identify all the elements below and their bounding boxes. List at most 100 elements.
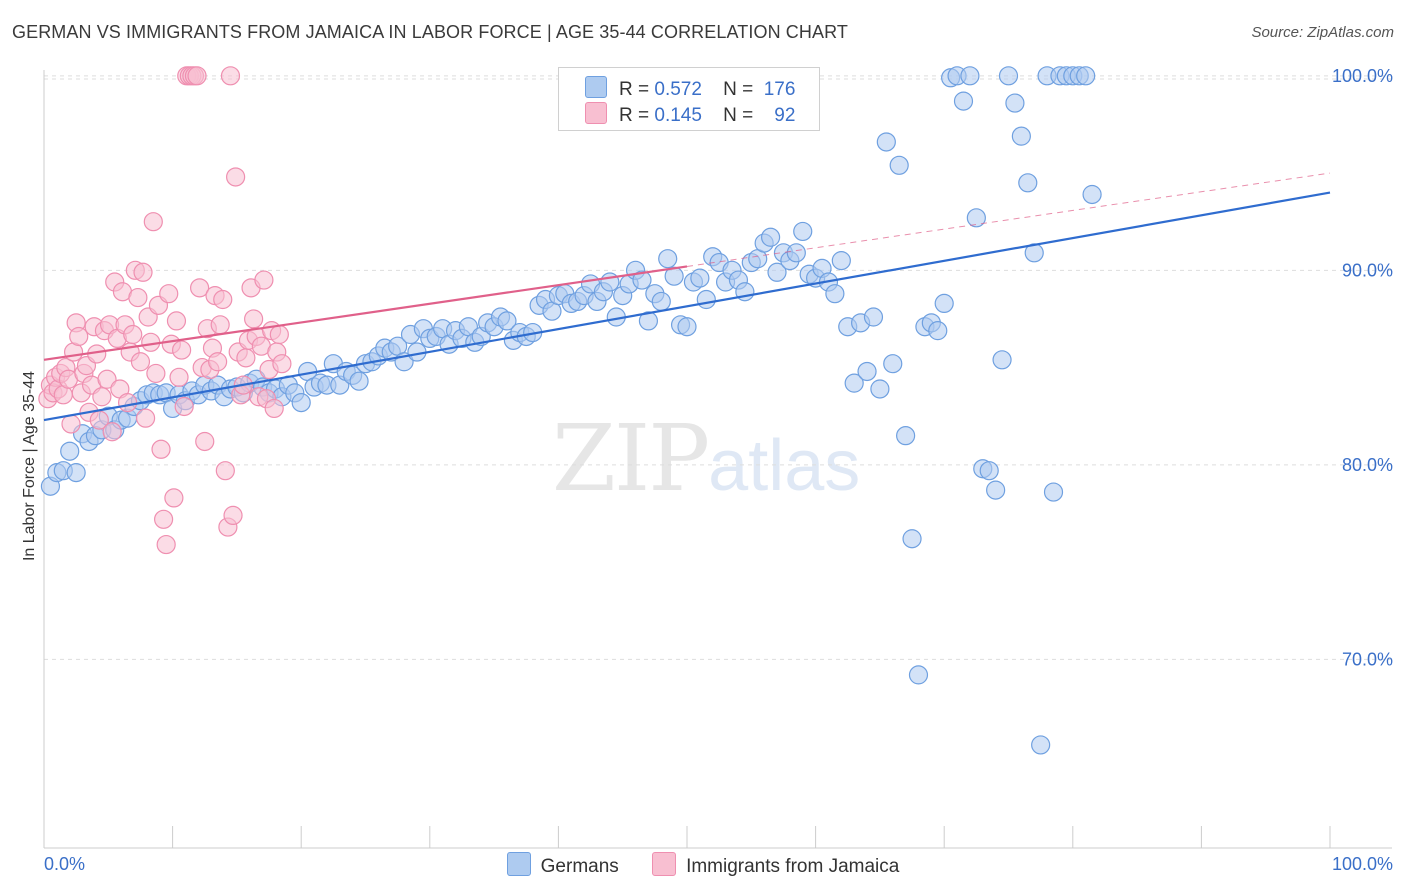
jamaica-point [169, 367, 189, 387]
germans-point [844, 373, 864, 393]
germans-point [60, 441, 80, 461]
jamaica-point [159, 284, 179, 304]
jamaica-point [236, 348, 256, 368]
germans-point [677, 317, 697, 337]
germans-point [960, 66, 980, 86]
jamaica-point [223, 505, 243, 526]
legend-n-value-jamaica: 92 [774, 105, 796, 126]
axes [43, 70, 1392, 849]
germans-point [658, 249, 678, 269]
jamaica-point [143, 212, 163, 232]
germans-point [902, 529, 922, 549]
jamaica-point [102, 422, 122, 442]
germans-point [979, 461, 999, 481]
germans-point [1005, 93, 1025, 113]
y-tick-label: 80.0% [1342, 455, 1393, 475]
germans-point [66, 463, 86, 483]
legend-r-label: R = [619, 79, 650, 100]
germans-point [696, 289, 716, 310]
germans-point [934, 293, 954, 313]
jamaica-point [190, 278, 210, 298]
legend-label-jamaica: Immigrants from Jamaica [686, 856, 900, 877]
legend-row-germans: R = 0.572 N = 176 [585, 76, 795, 100]
correlation-legend: R = 0.572 N = 176 R = 0.145 N = 92 [558, 67, 820, 131]
jamaica-point [164, 488, 184, 508]
jamaica-trend-extension [686, 172, 1331, 267]
x-tick-label-max: 100.0% [1332, 854, 1393, 874]
germans-point [1031, 735, 1051, 755]
jamaica-point [244, 309, 264, 329]
jamaica-point [156, 534, 176, 555]
germans-point [793, 221, 813, 242]
germans-point [349, 371, 369, 391]
germans-point [690, 268, 710, 288]
jamaica-point [130, 352, 151, 372]
jamaica-point [272, 354, 292, 374]
jamaica-point [128, 287, 148, 308]
germans-point [998, 66, 1019, 86]
trend-lines [43, 172, 1331, 422]
jamaica-point [172, 340, 192, 360]
jamaica-point [213, 289, 233, 310]
germans-point [1076, 66, 1096, 86]
legend-r-value-jamaica: 0.145 [654, 105, 702, 126]
jamaica-point [254, 270, 274, 290]
germans-point [986, 480, 1006, 500]
germans-point [1011, 126, 1031, 146]
y-tick-label: 70.0% [1342, 649, 1393, 669]
watermark-zip: ZIP [552, 405, 710, 512]
legend-r-value-germans: 0.572 [654, 79, 702, 100]
jamaica-point [135, 408, 156, 428]
legend-item-germans[interactable]: Germans [506, 852, 619, 878]
germans-point [1043, 482, 1064, 502]
source-label: Source: ZipAtlas.com [1251, 24, 1394, 41]
germans-point [870, 379, 890, 399]
germans-point [632, 270, 652, 290]
y-axis-label: In Labor Force | Age 35-44 [21, 370, 38, 562]
chart-title: GERMAN VS IMMIGRANTS FROM JAMAICA IN LAB… [12, 22, 848, 42]
grid-lines [44, 75, 1392, 660]
germans-point [767, 262, 787, 282]
watermark: ZIPatlas [552, 405, 860, 512]
jamaica-point [210, 315, 230, 335]
jamaica-point [133, 262, 153, 282]
germans-point [857, 361, 877, 382]
germans-point [928, 321, 948, 341]
germans-point [1018, 173, 1038, 193]
legend-r-label: R = [619, 105, 650, 126]
jamaica-point [117, 392, 138, 413]
jamaica-point [97, 369, 117, 389]
jamaica-point [220, 66, 241, 86]
y-tick-label: 90.0% [1342, 260, 1393, 280]
jamaica-point [269, 324, 289, 345]
germans-point [953, 91, 974, 111]
germans-point [863, 307, 884, 327]
germans-point [883, 354, 903, 374]
jamaica-point [208, 352, 228, 372]
tick-labels: 70.0% 80.0% 90.0% 100.0% 0.0% 100.0% [44, 66, 1393, 874]
x-tick-label-min: 0.0% [44, 854, 85, 874]
germans-point [1082, 184, 1102, 205]
jamaica-point [153, 509, 174, 529]
germans-point [831, 251, 851, 271]
germans-trend-line [43, 191, 1331, 422]
jamaica-point [61, 414, 81, 434]
legend-item-jamaica[interactable]: Immigrants from Jamaica [652, 852, 899, 878]
legend-label-germans: Germans [540, 856, 619, 877]
jamaica-swatch [585, 102, 607, 124]
series-legend: Germans Immigrants from Jamaica [0, 852, 1406, 878]
jamaica-points [38, 66, 292, 555]
jamaica-legend-swatch [652, 852, 677, 876]
y-tick-label: 100.0% [1332, 66, 1393, 86]
jamaica-point [195, 431, 215, 452]
germans-point [786, 243, 806, 263]
jamaica-point [123, 324, 143, 345]
jamaica-point [92, 387, 112, 407]
jamaica-point [215, 461, 235, 481]
jamaica-point [146, 363, 166, 384]
watermark-atlas: atlas [708, 426, 861, 506]
germans-point [876, 132, 896, 152]
legend-n-value-germans: 176 [763, 79, 796, 100]
jamaica-point [151, 439, 171, 459]
